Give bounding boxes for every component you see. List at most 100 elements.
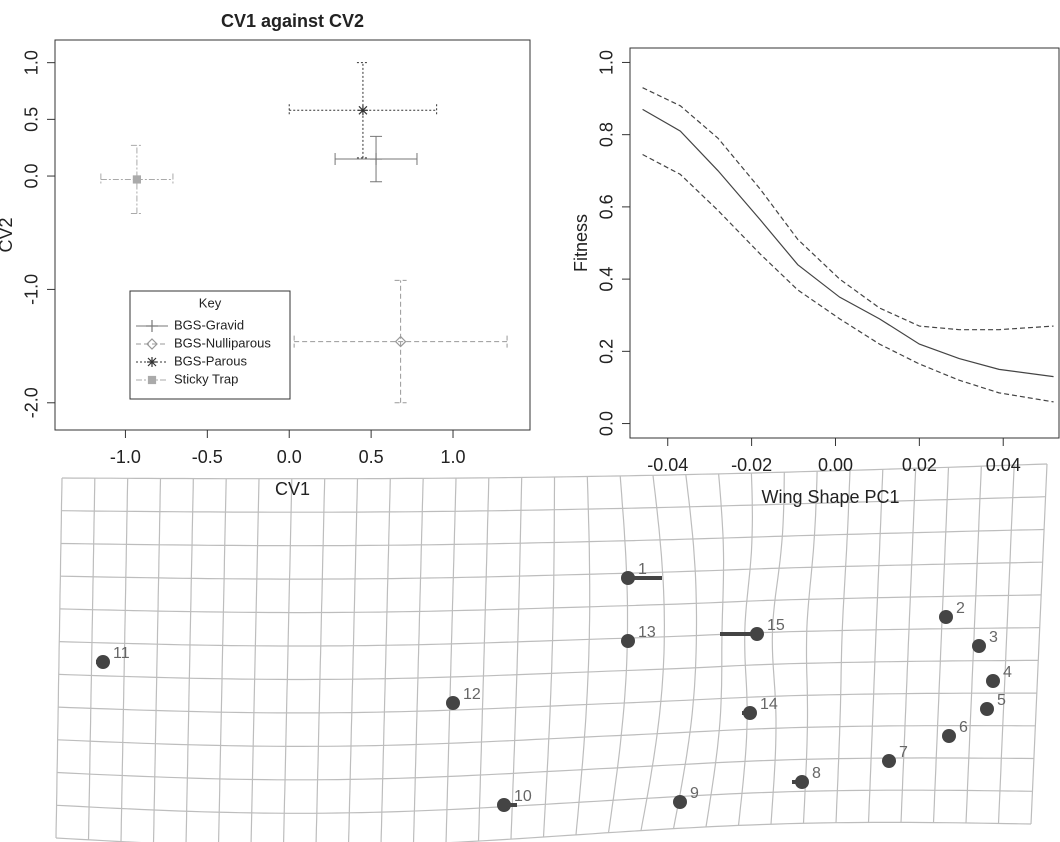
x-tick-label: 1.0 [441, 447, 466, 467]
grid-column [185, 478, 194, 842]
landmark [986, 674, 1000, 688]
grid-column [347, 478, 359, 842]
legend-label: BGS-Gravid [174, 317, 244, 332]
grid-column [120, 478, 129, 842]
y-error-bar [394, 279, 407, 404]
grid-column [640, 475, 666, 831]
y-tick-label: 0.0 [22, 164, 42, 189]
grid-column [250, 478, 260, 842]
point [357, 105, 368, 116]
legend-label: Sticky Trap [174, 371, 238, 386]
y-tick-label: 0.4 [597, 267, 617, 292]
landmark-label: 5 [997, 692, 1006, 709]
landmark-label: 1 [638, 561, 647, 578]
grid-row [58, 692, 1037, 714]
x-tick-label: -0.5 [192, 447, 223, 467]
plot-frame [54, 39, 531, 431]
landmark [96, 655, 110, 669]
x-tick-label: -0.04 [647, 455, 688, 475]
grid-column [607, 475, 629, 833]
landmark [882, 754, 896, 768]
landmark-label: 13 [638, 624, 656, 641]
landmark [621, 571, 635, 585]
grid-row [57, 725, 1036, 747]
legend-title: Key [199, 295, 222, 310]
grid-row [58, 659, 1039, 681]
grid-column [737, 473, 754, 826]
y-tick-label: -1.0 [22, 274, 42, 305]
plot-frame [629, 47, 1060, 439]
landmark [795, 775, 809, 789]
grid-column [867, 469, 884, 823]
grid-column [932, 467, 950, 823]
landmark-label: 10 [514, 788, 532, 805]
landmark [939, 610, 953, 624]
landmark [942, 729, 956, 743]
landmark [673, 795, 687, 809]
x-tick-label: -1.0 [110, 447, 141, 467]
legend: Key BGS-Gravid BGS-Nulliparous BGS-Parous St… [129, 290, 291, 400]
grid-row [57, 757, 1034, 781]
grid-column [900, 468, 917, 823]
grid-column [477, 477, 490, 842]
grid-row [56, 789, 1033, 814]
y-tick-label: 1.0 [597, 50, 617, 75]
grid-row [60, 528, 1045, 547]
point [147, 357, 157, 367]
landmark [750, 627, 764, 641]
landmark-label: 15 [767, 617, 785, 634]
y-tick-label: 1.0 [22, 50, 42, 75]
grid-column [445, 478, 457, 842]
grid-column [770, 472, 785, 825]
grid-column [835, 470, 851, 823]
x-axis-label: Wing Shape PC1 [761, 487, 899, 507]
x-tick-label: 0.00 [818, 455, 853, 475]
grid-column [217, 478, 227, 842]
grid-column [802, 471, 818, 824]
landmark-label: 2 [956, 600, 965, 617]
y-tick-label: 0.0 [597, 411, 617, 436]
y-tick-label: 0.2 [597, 339, 617, 364]
point [370, 153, 383, 166]
landmark [497, 798, 511, 812]
x-error-bar [293, 335, 508, 348]
x-tick-label: -0.02 [731, 455, 772, 475]
point [146, 320, 158, 332]
y-tick-label: 0.8 [597, 122, 617, 147]
grid-column [87, 478, 96, 840]
grid-row [59, 627, 1040, 647]
grid-column [672, 474, 698, 829]
legend-label: BGS-Nulliparous [174, 335, 271, 350]
curve [642, 108, 1054, 378]
grid-column [380, 478, 391, 842]
x-tick-label: 0.5 [359, 447, 384, 467]
point [132, 175, 141, 184]
y-tick-label: 0.5 [22, 107, 42, 132]
y-error-bar [130, 144, 143, 214]
grid-column [412, 478, 424, 842]
grid-column [283, 478, 293, 842]
x-tick-label: 0.02 [902, 455, 937, 475]
y-tick-label: 0.6 [597, 194, 617, 219]
landmark-label: 8 [812, 765, 821, 782]
landmark-label: 11 [113, 645, 130, 662]
grid-column [705, 473, 725, 827]
grid-row [60, 561, 1043, 580]
landmark [621, 634, 635, 648]
grid-column [542, 477, 556, 838]
grid-row [61, 496, 1046, 513]
grid-column [510, 477, 523, 840]
legend-label: BGS-Parous [174, 353, 247, 368]
grid-column [152, 478, 162, 842]
grid-column [575, 476, 591, 835]
landmark [980, 702, 994, 716]
grid-row [59, 594, 1042, 614]
landmark-label: 7 [899, 744, 908, 761]
grid-column [1030, 463, 1048, 825]
curve [642, 87, 1054, 331]
landmark-label: 12 [463, 686, 481, 703]
point [394, 335, 407, 348]
